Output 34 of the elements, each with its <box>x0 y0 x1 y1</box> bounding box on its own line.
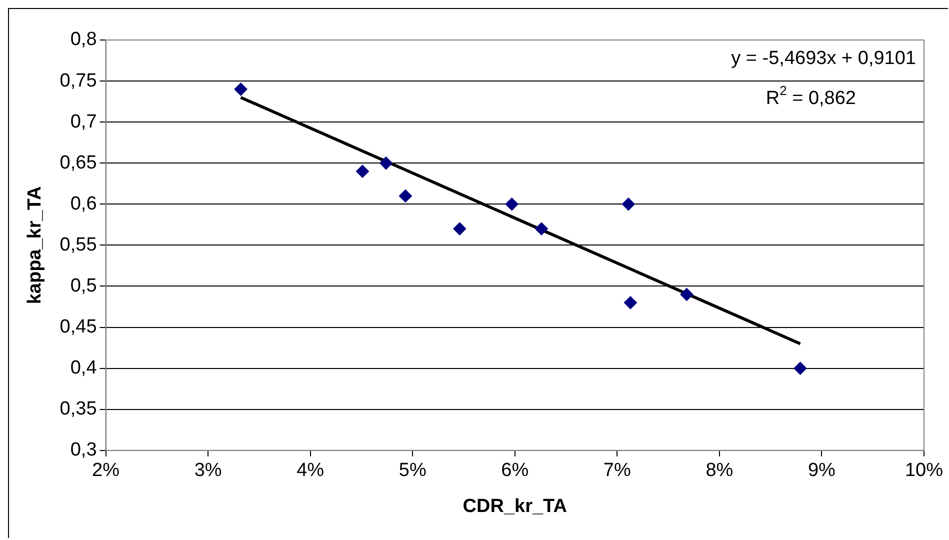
x-tick-label: 9% <box>808 460 836 482</box>
x-tick-label: 7% <box>603 460 631 482</box>
x-tick-label: 5% <box>398 460 426 482</box>
annotation: y = -5,4693x + 0,9101 <box>731 48 916 69</box>
y-tick-label: 0,55 <box>60 234 97 256</box>
point <box>234 82 248 96</box>
y-tick-label: 0,6 <box>70 193 97 214</box>
point <box>505 198 518 211</box>
point <box>534 222 548 236</box>
point <box>794 362 807 375</box>
x-tick-label: 6% <box>501 460 529 482</box>
x-tick-label: 4% <box>296 460 324 482</box>
y-tick-label: 0,4 <box>70 358 98 379</box>
x-tick-label: 3% <box>194 460 222 482</box>
point <box>380 156 393 170</box>
point <box>453 222 466 236</box>
y-tick-label: 0,5 <box>70 275 97 296</box>
x-tick-label: 8% <box>706 460 734 482</box>
x-tick-label: 2% <box>92 460 120 482</box>
y-tick-label: 0,45 <box>60 316 97 338</box>
y-tick-label: 0,65 <box>60 152 97 174</box>
x-axis-title: CDR_kr_TA <box>462 496 568 517</box>
y-axis-title: kappa_kr_TA <box>24 186 46 304</box>
x-tick-label: 10% <box>904 460 944 482</box>
y-tick-label: 0,75 <box>60 70 97 92</box>
y-tick-label: 0,35 <box>60 398 97 420</box>
point <box>622 198 635 211</box>
y-tick-label: 0,8 <box>70 29 97 50</box>
point <box>356 164 369 178</box>
point <box>398 189 412 202</box>
y-tick-label: 0,7 <box>70 111 97 132</box>
point <box>624 296 637 310</box>
y-tick-label: 0,3 <box>70 440 97 461</box>
point <box>680 288 694 301</box>
